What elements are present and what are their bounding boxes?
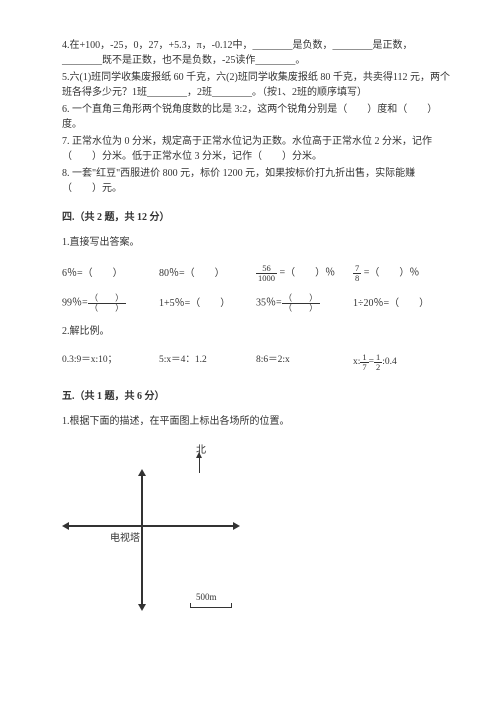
fraction: 56 1000	[256, 264, 277, 282]
question-6: 6. 一个直角三角形两个锐角度数的比是 3:2，这两个锐角分别是（ ）度和（ ）…	[62, 102, 450, 132]
ratio-row: 0.3:9＝x:10； 5:x＝4：1.2 8:6＝2:x x:17=12:0.…	[62, 353, 450, 371]
fraction-den: （ ）	[88, 304, 126, 313]
math-text: x:	[353, 357, 360, 367]
fraction-den: 1000	[256, 274, 277, 283]
vertical-axis	[141, 475, 143, 605]
question-5: 5.六(1)班同学收集废报纸 60 千克，六(2)班同学收集废报纸 80 千克，…	[62, 70, 450, 100]
section-5-sub-1: 1.根据下面的描述，在平面图上标出各场所的位置。	[62, 414, 450, 429]
question-4: 4.在+100，-25，0，27，+5.3，π，-0.12中，________是…	[62, 38, 450, 68]
math-prefix: 35％=	[256, 297, 282, 308]
fraction-den: 2	[374, 363, 382, 372]
math-item: 6％=（ ）	[62, 266, 159, 281]
ratio-item: x:17=12:0.4	[353, 353, 450, 371]
math-row-2: 99％= （ ） （ ） 1+5％=（ ） 35％= （ ） （ ） 1÷20％…	[62, 294, 450, 312]
math-suffix: =（ ）％	[277, 267, 335, 278]
ratio-item: 0.3:9＝x:10；	[62, 353, 159, 371]
math-text: :0.4	[382, 357, 397, 367]
math-item: 1+5％=（ ）	[159, 296, 256, 311]
fraction-den: （ ）	[282, 304, 320, 313]
math-prefix: 99％=	[62, 297, 88, 308]
ratio-item: 8:6＝2:x	[256, 353, 353, 371]
math-item: 7 8 =（ ）％	[353, 264, 450, 282]
horizontal-axis	[68, 525, 234, 527]
math-item: 99％= （ ） （ ）	[62, 294, 159, 312]
section-5-title: 五.（共 1 题，共 6 分）	[62, 389, 450, 404]
section-4-title: 四.（共 2 题，共 12 分）	[62, 210, 450, 225]
math-item: 35％= （ ） （ ）	[256, 294, 353, 312]
ratio-item: 5:x＝4：1.2	[159, 353, 256, 371]
section-4-sub-2: 2.解比例。	[62, 324, 450, 339]
math-item: 1÷20％=（ ）	[353, 296, 450, 311]
north-arrow-icon	[199, 457, 200, 473]
math-item: 80％=（ ）	[159, 266, 256, 281]
math-row-1: 6％=（ ） 80％=（ ） 56 1000 =（ ）％ 7 8 =（ ）％	[62, 264, 450, 282]
fraction: （ ） （ ）	[88, 294, 126, 312]
question-7: 7. 正常水位为 0 分米，规定高于正常水位记为正数。水位高于正常水位 2 分米…	[62, 134, 450, 164]
fraction: 12	[374, 353, 382, 371]
fraction: （ ） （ ）	[282, 294, 320, 312]
fraction: 17	[360, 353, 368, 371]
fraction-den: 7	[360, 363, 368, 372]
section-4-sub-1: 1.直接写出答案。	[62, 235, 450, 250]
math-item: 56 1000 =（ ）％	[256, 264, 353, 282]
tv-tower-label: 电视塔	[110, 531, 140, 546]
scale-bar-icon	[190, 603, 232, 608]
fraction: 7 8	[353, 264, 361, 282]
position-diagram: 北 电视塔 500m	[68, 443, 258, 623]
question-8: 8. 一套"红豆"西服进价 800 元，标价 1200 元，如果按标价打九折出售…	[62, 166, 450, 196]
fraction-den: 8	[353, 274, 361, 283]
math-suffix: =（ ）％	[361, 267, 419, 278]
